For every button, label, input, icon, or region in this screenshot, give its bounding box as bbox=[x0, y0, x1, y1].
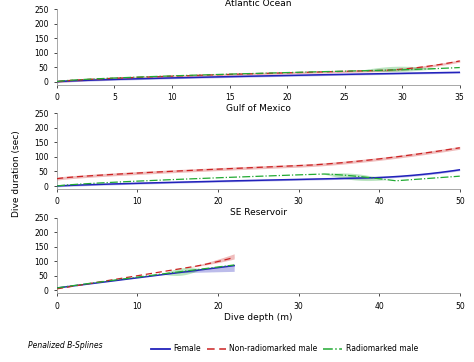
Legend: Female, Non-radiomarked male, Radiomarked male: Female, Non-radiomarked male, Radiomarke… bbox=[148, 341, 421, 356]
Title: SE Reservoir: SE Reservoir bbox=[230, 208, 287, 217]
Title: Atlantic Ocean: Atlantic Ocean bbox=[225, 0, 292, 8]
Text: Dive duration (sec): Dive duration (sec) bbox=[12, 130, 21, 217]
Title: Gulf of Mexico: Gulf of Mexico bbox=[226, 104, 291, 113]
Text: Penalized B-Splines: Penalized B-Splines bbox=[28, 341, 103, 350]
X-axis label: Dive depth (m): Dive depth (m) bbox=[224, 313, 292, 322]
